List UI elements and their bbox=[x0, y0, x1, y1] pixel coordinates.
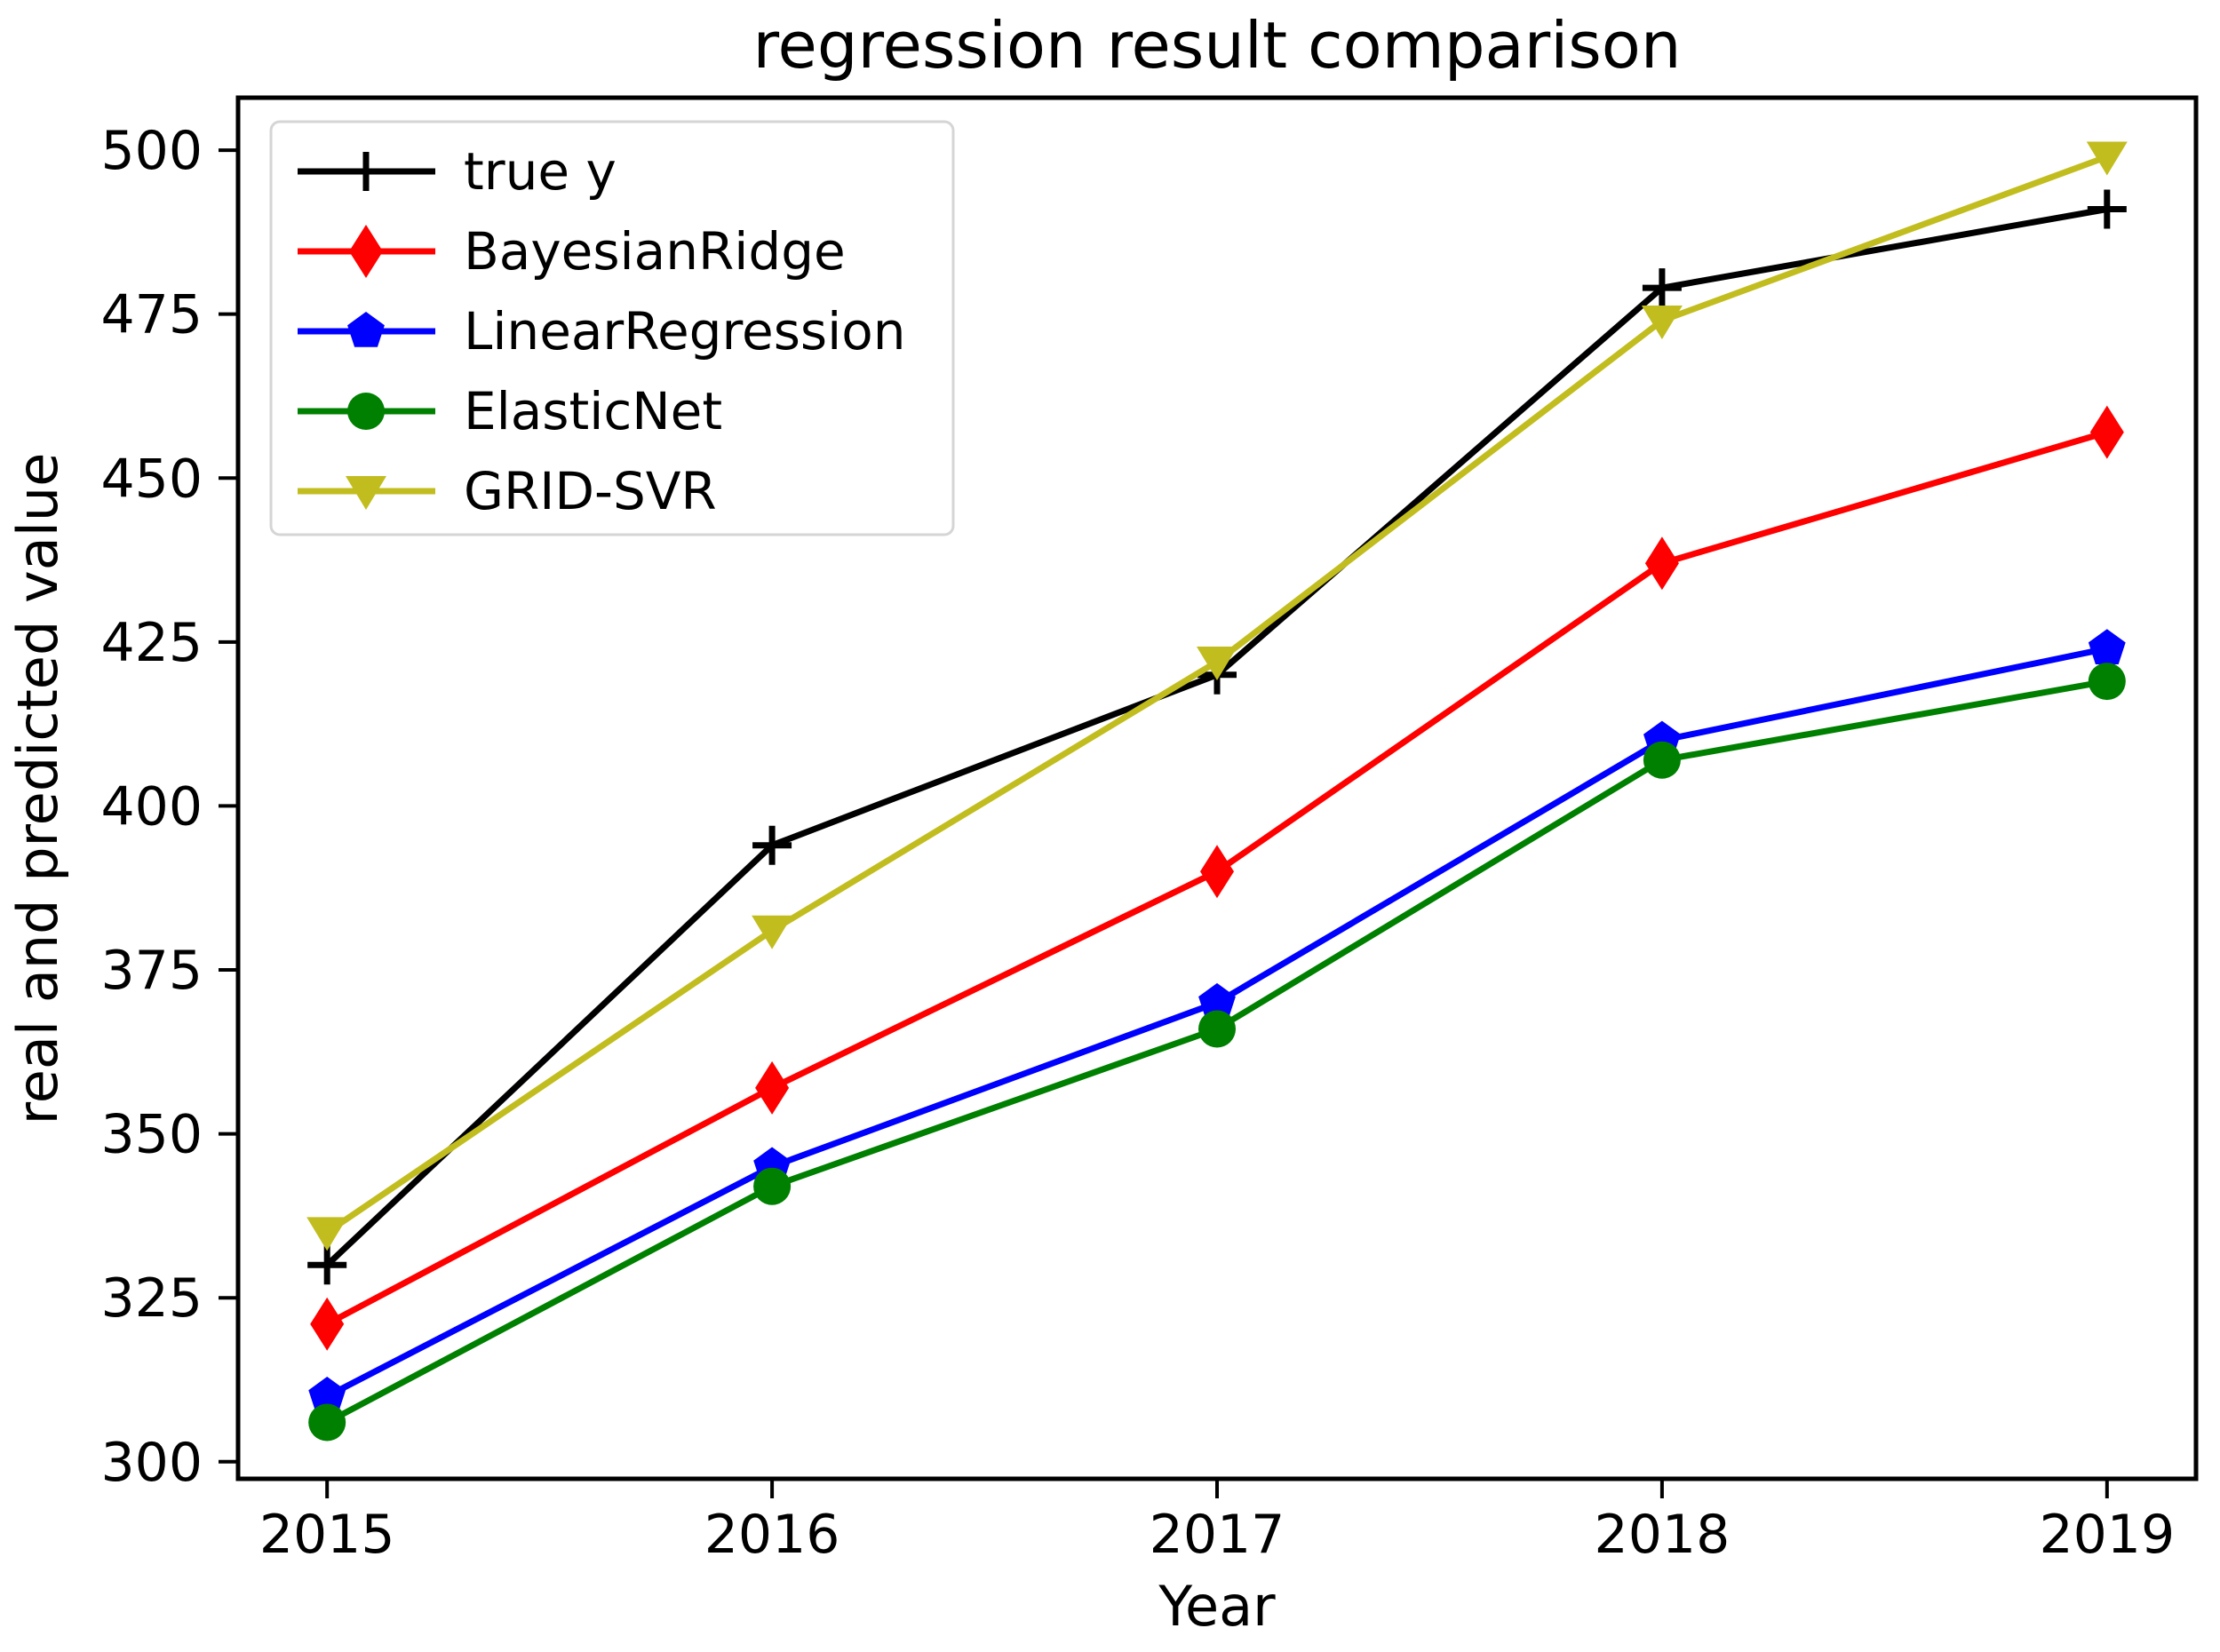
pentagon-marker bbox=[1198, 982, 1236, 1019]
y-tick-label: 350 bbox=[100, 1104, 203, 1166]
legend-plus-marker bbox=[346, 152, 386, 191]
pentagon-marker bbox=[308, 1377, 346, 1412]
thin-diamond-marker bbox=[755, 1060, 790, 1115]
thin-diamond-marker bbox=[310, 1297, 345, 1351]
legend-label-elasticnet: ElasticNet bbox=[464, 381, 722, 441]
legend-label-bayesianridge: BayesianRidge bbox=[464, 221, 846, 282]
triangle-down-marker bbox=[1197, 646, 1237, 680]
y-tick-label: 475 bbox=[100, 284, 203, 346]
legend-thin-diamond-marker bbox=[349, 225, 383, 278]
plus-marker bbox=[752, 825, 792, 865]
y-tick-label: 375 bbox=[100, 940, 203, 1002]
triangle-down-marker bbox=[752, 915, 793, 949]
circle-marker bbox=[2088, 663, 2126, 701]
legend-triangle-down-marker bbox=[346, 476, 386, 510]
x-tick-label: 2016 bbox=[704, 1504, 840, 1566]
legend-label-grid-svr: GRID-SVR bbox=[464, 461, 717, 521]
circle-marker bbox=[1643, 741, 1681, 779]
y-tick-label: 425 bbox=[100, 612, 203, 674]
x-axis-label: Year bbox=[1158, 1574, 1276, 1639]
y-tick-label: 300 bbox=[100, 1432, 203, 1494]
thin-diamond-marker bbox=[2089, 405, 2124, 459]
legend-label-linearregression: LinearRegression bbox=[464, 301, 906, 361]
y-axis-label: real and predicted value bbox=[5, 453, 70, 1125]
thin-diamond-marker bbox=[1644, 536, 1679, 591]
y-tick-label: 325 bbox=[100, 1267, 203, 1330]
y-tick-label: 450 bbox=[100, 448, 203, 510]
circle-marker bbox=[308, 1403, 346, 1442]
pentagon-marker bbox=[2088, 629, 2126, 664]
triangle-down-marker bbox=[2086, 141, 2128, 176]
plus-marker bbox=[2087, 189, 2127, 229]
plot-render-root: 300 325 350 375 400 425 450 475 500 2015 2016 2017 2… bbox=[100, 95, 2199, 1566]
thin-diamond-marker bbox=[1200, 845, 1234, 899]
triangle-down-marker bbox=[306, 1217, 348, 1251]
plus-marker bbox=[1642, 268, 1682, 308]
legend-box bbox=[269, 120, 955, 536]
x-tick-label: 2015 bbox=[259, 1504, 395, 1566]
legend-pentagon-marker bbox=[347, 312, 385, 347]
chart-title: regression result comparison bbox=[753, 8, 1682, 83]
circle-marker bbox=[1198, 1010, 1236, 1048]
legend-circle-marker bbox=[347, 393, 385, 430]
triangle-down-marker bbox=[1641, 306, 1683, 340]
y-tick-label: 500 bbox=[100, 120, 203, 182]
legend-label-true-y: true y bbox=[464, 141, 617, 202]
circle-marker bbox=[753, 1167, 792, 1205]
x-tick-label: 2017 bbox=[1150, 1504, 1285, 1566]
x-tick-label: 2019 bbox=[2039, 1504, 2175, 1566]
y-tick-label: 400 bbox=[100, 775, 203, 838]
plus-marker bbox=[307, 1245, 347, 1285]
x-tick-label: 2018 bbox=[1595, 1504, 1731, 1566]
